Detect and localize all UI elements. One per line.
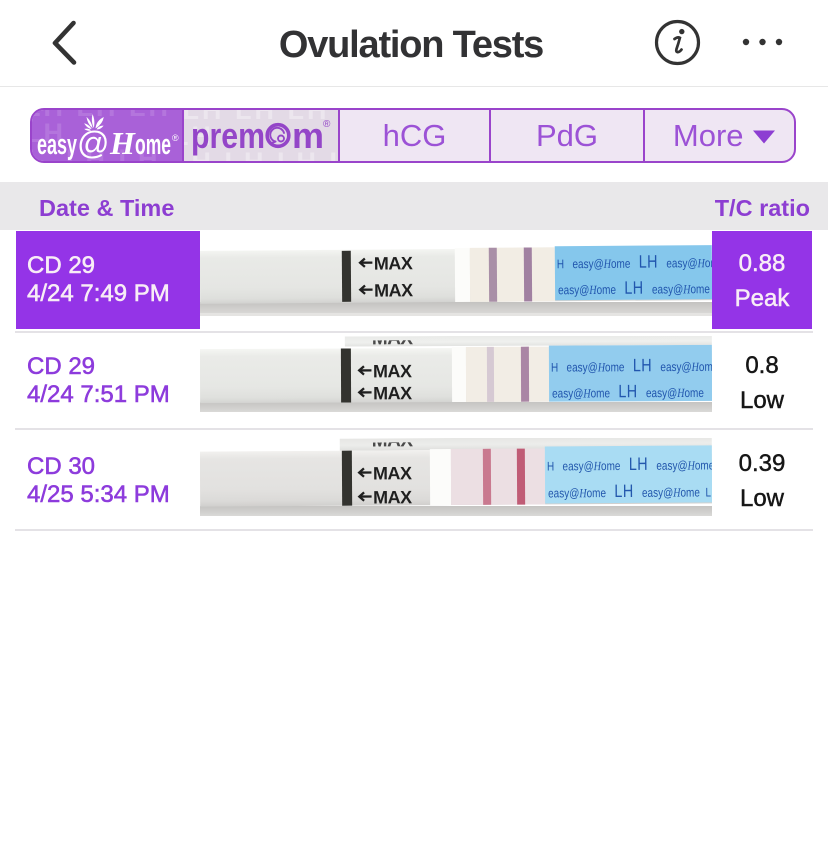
svg-text:®: ® (172, 133, 179, 143)
svg-text:®: ® (323, 119, 331, 130)
svg-text:prem: prem (191, 115, 265, 156)
svg-text:H: H (109, 125, 136, 161)
svg-text:easy: easy (37, 129, 77, 161)
svg-text:m: m (292, 115, 324, 156)
svg-text:@: @ (77, 125, 109, 161)
svg-text:ome: ome (135, 129, 171, 161)
